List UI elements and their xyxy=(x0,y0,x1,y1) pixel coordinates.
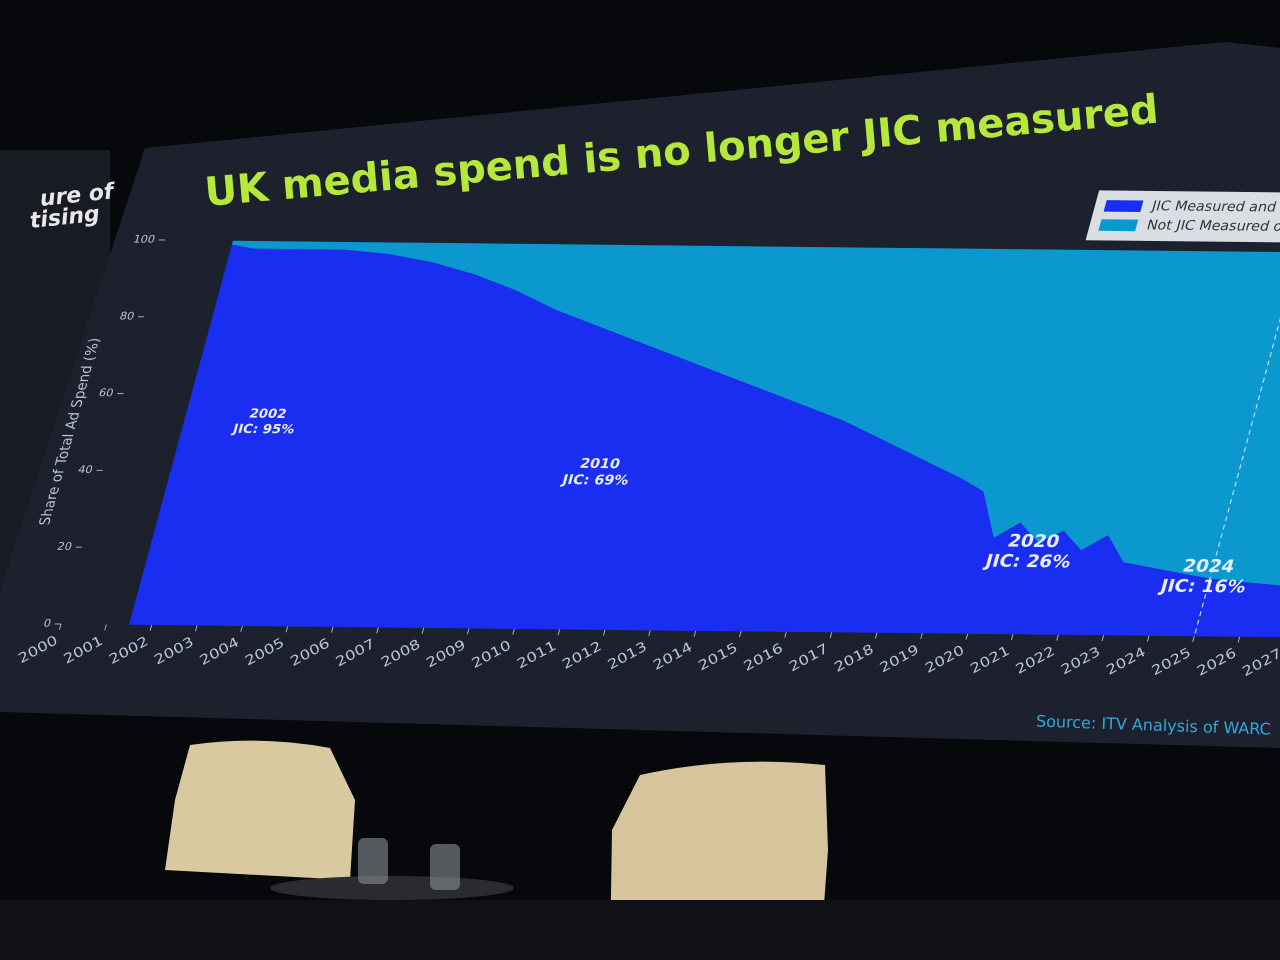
x-tick xyxy=(240,625,243,632)
y-tick-label: 40 xyxy=(77,463,95,476)
legend-box xyxy=(1085,190,1280,244)
x-tick xyxy=(1237,636,1241,643)
glass xyxy=(430,844,460,890)
x-tick xyxy=(330,626,334,633)
table xyxy=(270,876,514,900)
x-tick xyxy=(1192,636,1195,642)
x-tick xyxy=(648,630,651,637)
x-tick xyxy=(285,626,289,633)
x-tick xyxy=(58,623,62,630)
marker-line xyxy=(1193,213,1280,637)
x-tick xyxy=(738,631,742,638)
y-tick-label: 100 xyxy=(132,233,157,246)
x-tick xyxy=(920,633,923,640)
x-tick xyxy=(829,632,833,639)
legend-label: JIC Measured and Traded xyxy=(1149,199,1280,216)
annotation: JIC: 26% xyxy=(981,551,1073,572)
x-tick xyxy=(421,627,425,634)
annotation: 2010 xyxy=(578,456,622,472)
stage-floor xyxy=(0,900,1280,960)
x-tick xyxy=(784,631,787,638)
x-tick xyxy=(602,629,606,636)
annotation: 2024 xyxy=(1180,556,1237,577)
annotation: JIC: 69% xyxy=(559,473,630,489)
x-tick xyxy=(376,627,379,634)
annotation: 2020 xyxy=(1005,531,1062,552)
area xyxy=(231,240,1280,588)
area xyxy=(129,244,1280,638)
chair xyxy=(165,740,355,880)
glass xyxy=(358,838,388,884)
x-tick xyxy=(557,629,561,636)
x-tick xyxy=(1010,634,1014,641)
x-tick xyxy=(194,625,198,632)
x-tick xyxy=(965,633,969,640)
y-tick-label: 20 xyxy=(56,540,74,553)
x-tick xyxy=(466,628,470,635)
legend-swatch xyxy=(1098,219,1139,232)
legend-swatch xyxy=(1103,200,1144,213)
x-tick xyxy=(874,632,878,639)
y-tick-label: 0 xyxy=(42,617,53,629)
annotation: JIC: 95% xyxy=(230,422,296,437)
x-tick xyxy=(1056,634,1059,641)
x-tick xyxy=(104,624,107,631)
annotation: JIC: 16% xyxy=(1156,576,1248,597)
legend-label: Not JIC Measured or Traded xyxy=(1145,218,1280,235)
x-tick xyxy=(149,624,153,631)
x-tick xyxy=(512,628,515,635)
x-tick xyxy=(693,630,697,637)
annotation: 2002 xyxy=(247,407,288,422)
legend: JIC Measured and Traded Not JIC Measured … xyxy=(1085,190,1280,244)
x-tick xyxy=(1101,635,1105,642)
y-tick-label: 60 xyxy=(97,387,115,400)
x-tick xyxy=(1146,635,1150,642)
y-tick-label: 80 xyxy=(118,310,136,323)
